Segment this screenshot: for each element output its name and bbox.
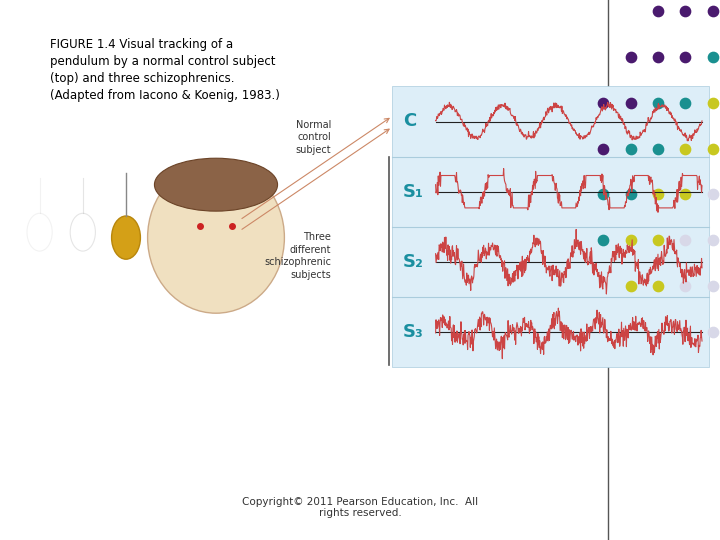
Text: Three
different
schizophrenic
subjects: Three different schizophrenic subjects [264, 232, 331, 280]
Text: S₁: S₁ [403, 183, 424, 201]
FancyBboxPatch shape [392, 86, 709, 367]
Text: Copyright© 2011 Pearson Education, Inc.  All
rights reserved.: Copyright© 2011 Pearson Education, Inc. … [242, 497, 478, 518]
Ellipse shape [148, 162, 284, 313]
Text: FIGURE 1.4 Visual tracking of a
pendulum by a normal control subject
(top) and t: FIGURE 1.4 Visual tracking of a pendulum… [50, 38, 280, 102]
Ellipse shape [154, 158, 278, 211]
Text: Normal
control
subject: Normal control subject [296, 120, 331, 155]
Ellipse shape [112, 216, 140, 259]
Text: C: C [403, 112, 416, 131]
Text: S₃: S₃ [403, 323, 424, 341]
Text: S₂: S₂ [403, 253, 424, 271]
